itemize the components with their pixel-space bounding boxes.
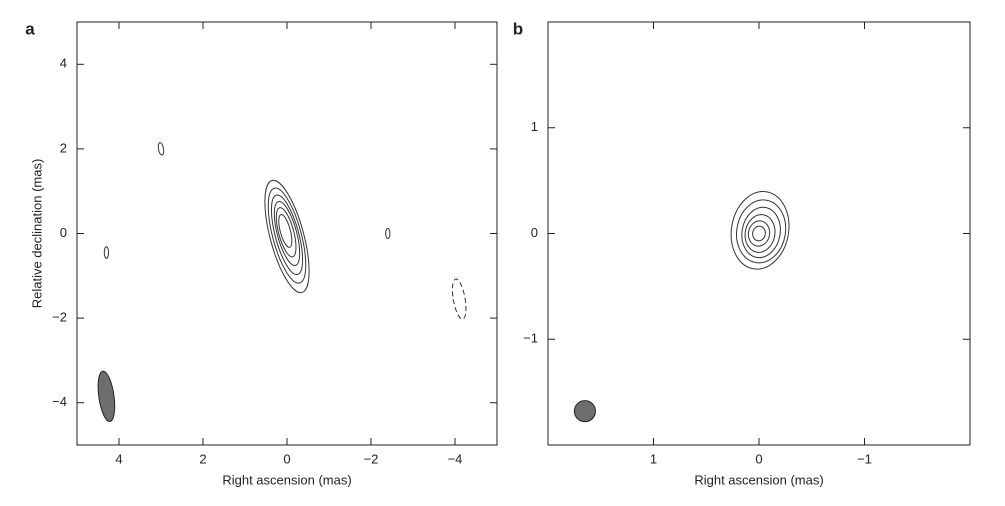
contour-line [730,191,790,270]
contour-line [752,225,766,242]
contour-line [275,207,297,258]
x-tick-label: −2 [364,451,379,466]
y-tick-label: −4 [52,394,67,409]
contour-line [273,201,301,266]
contour-line [451,278,467,320]
y-tick-label: 1 [531,119,538,134]
y-axis-title: Relative declination (mas) [29,159,44,309]
contour-line [744,214,776,253]
contour-line [747,220,771,247]
contour-line [270,194,304,276]
contour-line [267,187,307,284]
plot-frame [547,21,971,446]
y-tick-label: 0 [531,225,538,240]
contour-line [385,227,391,240]
x-tick-label: 1 [650,451,657,466]
panel-label: b [513,19,523,38]
x-tick-label: 0 [755,451,762,466]
panel-label: a [25,19,35,38]
x-tick-label: 0 [283,451,290,466]
y-tick-label: 0 [60,225,67,240]
y-tick-label: −2 [52,310,67,325]
contour-line [736,199,787,264]
x-axis-title: Right ascension (mas) [222,472,351,487]
x-tick-label: 4 [115,451,122,466]
x-axis-title: Right ascension (mas) [694,472,823,487]
y-tick-label: −1 [523,331,538,346]
x-tick-label: −1 [857,451,872,466]
contour-line [103,246,110,259]
beam [97,370,116,423]
y-tick-label: 2 [60,140,67,155]
beam [573,400,596,423]
contour-line [264,179,310,294]
contour-line [741,206,781,259]
plot-frame [76,21,498,446]
x-tick-label: −4 [448,451,463,466]
contour-line [278,214,293,248]
contour-line [157,142,165,156]
y-tick-label: 4 [60,56,67,71]
x-tick-label: 2 [199,451,206,466]
